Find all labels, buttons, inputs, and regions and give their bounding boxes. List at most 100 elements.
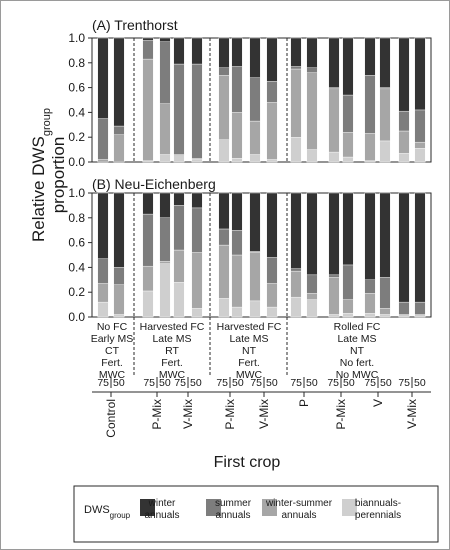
bar-segment-winter-summer-annuals — [113, 284, 125, 315]
density-label-75: 75 — [364, 377, 376, 389]
bar-segment-winter-annuals — [142, 37, 154, 41]
bar-segment-winter-annuals — [97, 192, 109, 259]
y-tick-label: 0.8 — [68, 211, 85, 225]
bar-segment-winter-annuals — [398, 37, 410, 112]
density-label-50: 50 — [343, 377, 355, 389]
bar-segment-biannuals-perennials — [290, 296, 302, 318]
treatment-line: Late MS — [337, 333, 376, 345]
legend-title: DWSgroup — [84, 504, 131, 520]
bar-segment-winter-summer-annuals — [266, 102, 278, 160]
first-crop-axis: Control P-Mix V-Mix P-Mix V-Mix P P-Mix V V-Mix — [92, 391, 431, 438]
y-tick-label: 0.2 — [68, 130, 85, 144]
bar-segment-biannuals-perennials — [266, 306, 278, 318]
bar-segment-winter-annuals — [173, 37, 185, 65]
bar-segment-biannuals-perennials — [328, 151, 340, 163]
bar-segment-winter-annuals — [342, 192, 354, 266]
density-label-50: 50 — [159, 377, 171, 389]
bar-segment-biannuals-perennials — [364, 313, 376, 318]
bar-segment-summer-annuals — [290, 66, 302, 70]
bar-segment-winter-annuals — [191, 192, 203, 209]
first-crop-label: P — [297, 399, 311, 407]
bar-segment-summer-annuals — [290, 268, 302, 272]
density-label-75: 75 — [97, 377, 109, 389]
group-separators-trenthorst — [133, 38, 288, 162]
treatment-line: MWC — [99, 369, 126, 381]
bar-segment-summer-annuals — [142, 40, 154, 60]
bar-segment-summer-annuals — [364, 279, 376, 294]
treatment-line: NT — [242, 345, 257, 357]
density-label-75: 75 — [398, 377, 410, 389]
first-crop-label: V-Mix — [257, 399, 271, 429]
treatment-line: Rolled FC — [334, 321, 381, 333]
bar-segment-biannuals-perennials — [191, 159, 203, 163]
legend-summer-annuals-label: annuals — [215, 510, 250, 521]
sowing-density-labels: 75 50 75 50 75 50 75 50 75 50 75 50 75 50 75 50 75 50 — [97, 377, 426, 389]
legend-winter-summer-annuals-swatch — [262, 499, 277, 516]
bar-segment-winter-annuals — [290, 37, 302, 67]
density-label-50: 50 — [306, 377, 318, 389]
bar-segment-winter-summer-annuals — [142, 58, 154, 161]
bar-segment-biannuals-perennials — [231, 158, 243, 163]
bar-segment-winter-annuals — [191, 37, 203, 65]
density-label-50: 50 — [113, 377, 125, 389]
bar-segment-biannuals-perennials — [173, 155, 185, 163]
treatment-line: NT — [350, 345, 365, 357]
bar-segment-winter-annuals — [364, 192, 376, 281]
bar-segment-winter-summer-annuals — [218, 244, 230, 299]
legend-box — [73, 485, 439, 543]
bar-segment-summer-annuals — [398, 110, 410, 132]
bar-segment-summer-annuals — [266, 257, 278, 284]
y-tick-label: 0.8 — [68, 56, 85, 70]
bar-segment-biannuals-perennials — [159, 263, 171, 318]
legend: DWSgroup winterannualssummerannualswinte… — [73, 485, 439, 543]
bar-segment-winter-summer-annuals — [266, 283, 278, 308]
treatment-line: Fert. — [238, 357, 260, 369]
treatment-line: Early MS — [91, 333, 134, 345]
plot-frame-neu-eichenberg — [91, 192, 432, 318]
legend-summer-annuals-swatch — [206, 499, 221, 516]
bar-segment-biannuals-perennials — [328, 314, 340, 318]
treatment-line: No MWC — [336, 369, 379, 381]
bar-segment-winter-annuals — [159, 37, 171, 42]
legend-winter-summer-annuals-label: winter-summer — [265, 498, 333, 509]
density-label-50: 50 — [266, 377, 278, 389]
density-label-75: 75 — [250, 377, 262, 389]
bar-segment-biannuals-perennials — [249, 300, 261, 318]
density-label-50: 50 — [232, 377, 244, 389]
density-label-50: 50 — [380, 377, 392, 389]
bar-segment-winter-annuals — [290, 192, 302, 269]
y-tick-label: 0.6 — [68, 81, 85, 95]
bar-segment-winter-summer-annuals — [97, 159, 109, 163]
bar-segment-winter-summer-annuals — [97, 283, 109, 303]
bar-segment-winter-annuals — [113, 37, 125, 127]
bar-segment-biannuals-perennials — [218, 139, 230, 163]
bar-segment-winter-annuals — [218, 37, 230, 68]
treatment-line: Harvested FC — [217, 321, 282, 333]
bar-segment-winter-annuals — [342, 37, 354, 96]
bar-segment-biannuals-perennials — [290, 136, 302, 163]
bar-segment-biannuals-perennials — [398, 153, 410, 163]
legend-winter-summer-annuals-label: annuals — [281, 510, 316, 521]
legend-biannuals-perennials-swatch — [342, 499, 357, 516]
bar-segment-winter-summer-annuals — [398, 130, 410, 154]
bar-segment-summer-annuals — [218, 67, 230, 76]
bar-segment-summer-annuals — [231, 66, 243, 113]
treatment-line: MWC — [159, 369, 186, 381]
bar-segment-winter-summer-annuals — [191, 252, 203, 309]
bar-segment-summer-annuals — [249, 77, 261, 122]
y-tick-label: 0.4 — [68, 105, 85, 119]
treatment-line: RT — [165, 345, 179, 357]
bar-segment-summer-annuals — [113, 267, 125, 285]
bar-segment-winter-summer-annuals — [342, 299, 354, 314]
bar-segment-summer-annuals — [231, 229, 243, 256]
bar-segment-biannuals-perennials — [231, 306, 243, 318]
bar-segment-summer-annuals — [218, 228, 230, 246]
y-tick-label: 0.6 — [68, 236, 85, 250]
bar-segment-winter-annuals — [379, 37, 391, 88]
bar-segment-summer-annuals — [159, 217, 171, 262]
bar-segment-summer-annuals — [113, 125, 125, 135]
bar-segment-biannuals-perennials — [173, 282, 185, 318]
bar-segment-biannuals-perennials — [142, 290, 154, 318]
bar-segment-winter-annuals — [159, 192, 171, 218]
y-axis-trenthorst: 0.0 0.2 0.4 0.6 0.8 1.0 — [68, 31, 92, 169]
